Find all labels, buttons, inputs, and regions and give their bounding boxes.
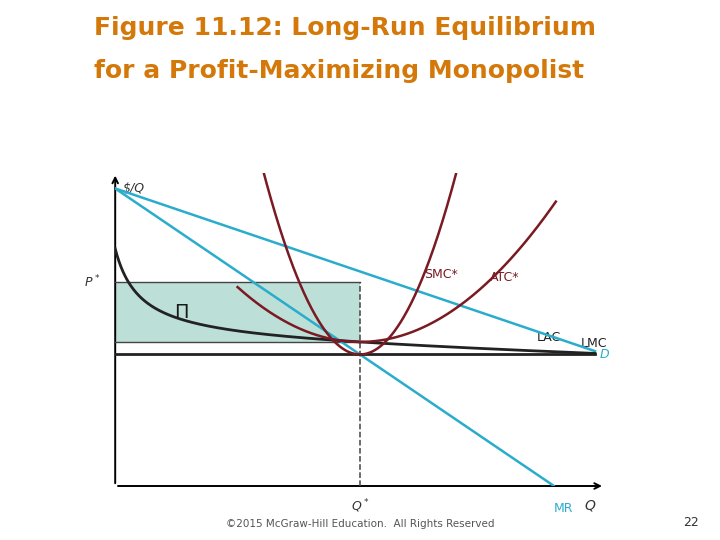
Text: Figure 11.12: Long-Run Equilibrium: Figure 11.12: Long-Run Equilibrium bbox=[94, 16, 595, 40]
Text: SMC*: SMC* bbox=[423, 268, 457, 281]
Text: $P^*$: $P^*$ bbox=[84, 274, 101, 291]
Text: D: D bbox=[600, 348, 610, 361]
Bar bbox=[115, 282, 360, 342]
Text: $Q^*$: $Q^*$ bbox=[351, 497, 369, 515]
Text: ATC*: ATC* bbox=[490, 271, 519, 284]
Text: LMC: LMC bbox=[580, 337, 607, 350]
Text: LAC: LAC bbox=[536, 332, 560, 345]
Text: Q: Q bbox=[585, 498, 595, 512]
Text: $/Q: $/Q bbox=[122, 182, 145, 195]
Text: MR: MR bbox=[554, 502, 573, 515]
Text: $\Pi$: $\Pi$ bbox=[174, 303, 189, 322]
Text: for a Profit-Maximizing Monopolist: for a Profit-Maximizing Monopolist bbox=[94, 59, 584, 83]
Text: ©2015 McGraw-Hill Education.  All Rights Reserved: ©2015 McGraw-Hill Education. All Rights … bbox=[226, 519, 494, 529]
Text: 22: 22 bbox=[683, 516, 698, 529]
